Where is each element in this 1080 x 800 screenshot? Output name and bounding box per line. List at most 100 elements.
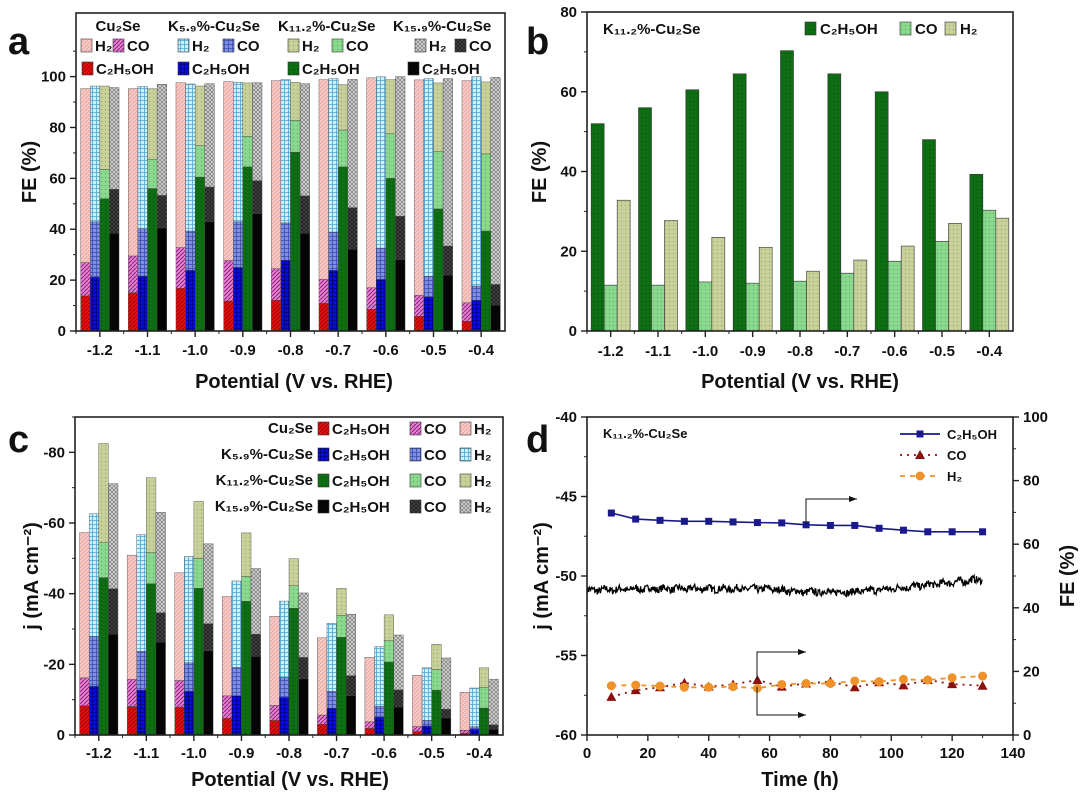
bar-cu-h2 (461, 80, 472, 303)
bar-c2h5oh (638, 107, 652, 332)
bar-k59-h2 (137, 86, 148, 229)
bar-k59-co (136, 650, 147, 691)
bar-h2 (758, 246, 773, 332)
marker-square (680, 517, 688, 525)
y-axis-title: j (mA cm⁻²) (21, 522, 43, 631)
marker-square (875, 524, 883, 532)
bar-cu-h2 (174, 572, 185, 681)
bar-k159-co (393, 689, 404, 708)
bar-k59-h2 (326, 623, 337, 692)
bar-cu-h2 (175, 82, 186, 248)
bar-k59-co (423, 276, 434, 298)
legend-swatch-h2 (80, 38, 93, 53)
x-tick-label: -0.7 (325, 342, 351, 359)
marker-square (632, 515, 640, 523)
x-tick-label: 100 (879, 745, 904, 762)
x-tick-label: 80 (822, 745, 839, 762)
bar-k59-c2h5oh (374, 716, 385, 736)
legend-label: CO (915, 21, 938, 38)
bar-k159-c2h5oh (393, 706, 404, 736)
bar-k59-c2h5oh (326, 707, 337, 736)
legend-label-c2h5oh: C₂H₅OH (302, 61, 360, 78)
bar-k59-c2h5oh (279, 697, 290, 736)
bar-k159-co (395, 216, 406, 260)
x-axis-title: Potential (V vs. RHE) (701, 371, 899, 393)
bar-cu-co (126, 679, 137, 707)
bar-k159-co (488, 724, 499, 730)
marker-triangle (606, 691, 617, 701)
bar-k112-co (146, 552, 157, 584)
panel-title: K₁₁.₂%-Cu₂Se (603, 426, 687, 441)
x-tick-label: -0.7 (324, 745, 350, 762)
marker-square (924, 528, 932, 536)
bar-k59-c2h5oh (231, 695, 242, 736)
bar-k159-h2 (156, 84, 167, 196)
bar-k159-h2 (108, 483, 119, 589)
legend-label-c2h5oh: C₂H₅OH (192, 61, 250, 78)
y-tick-label: 20 (49, 272, 66, 289)
bar-k59-co (469, 726, 480, 730)
marker-square (607, 509, 615, 517)
bar-k112-co (336, 615, 347, 638)
bar-k112-co (385, 133, 396, 179)
y-tick-label: 60 (1023, 536, 1040, 553)
bar-k159-co (204, 186, 215, 223)
bar-cu-co (80, 262, 91, 297)
bar-cu-h2 (414, 79, 425, 296)
bar-k112-co (98, 542, 109, 578)
bar-k159-h2 (347, 79, 358, 208)
marker-square (802, 521, 810, 529)
legend-swatch (899, 21, 912, 36)
marker-square (826, 521, 834, 529)
bar-k59-co (374, 705, 385, 718)
bar-k159-c2h5oh (441, 717, 452, 736)
legend-catalyst: K₁₅.₉%-Cu₂Se (215, 498, 313, 515)
bar-k112-h2 (290, 81, 301, 121)
bar-cu-h2 (222, 596, 233, 697)
bar-h2 (853, 259, 868, 332)
legend-swatch-co (454, 38, 467, 53)
bar-k159-h2 (442, 78, 453, 247)
bar-co (603, 284, 618, 332)
legend-label-c2h5oh: C₂H₅OH (332, 473, 390, 490)
bar-cu-c2h5oh (318, 303, 329, 332)
legend-label-co: CO (424, 421, 447, 438)
bar-co (793, 280, 807, 332)
bar-k159-h2 (250, 568, 261, 635)
bar-cu-h2 (459, 692, 470, 731)
marker-circle (874, 677, 884, 687)
bar-k59-c2h5oh (233, 267, 244, 332)
bar-k112-h2 (433, 82, 444, 152)
legend-label-c2h5oh: C₂H₅OH (422, 61, 480, 78)
bar-k112-h2 (242, 82, 253, 137)
x-tick-label: -1.1 (133, 745, 159, 762)
bar-c2h5oh (874, 91, 889, 332)
x-tick-label: -1.0 (182, 342, 208, 359)
bar-k112-c2h5oh (194, 176, 205, 332)
bar-k159-co (155, 612, 166, 643)
legend-swatch-co (331, 38, 344, 53)
bar-k112-co (99, 169, 110, 199)
legend-catalyst: Cu₂Se (268, 420, 313, 437)
y-tick-label: 20 (560, 243, 577, 260)
bar-k59-h2 (469, 687, 480, 727)
legend-swatch-co (409, 421, 422, 436)
bar-cu-c2h5oh (269, 720, 280, 736)
x-tick-label: -0.5 (419, 745, 445, 762)
legend-catalyst: K₅.₉%-Cu₂Se (221, 446, 313, 463)
bar-k112-c2h5oh (480, 230, 491, 332)
bar-k159-h2 (488, 678, 499, 725)
legend-swatch-h2 (459, 447, 472, 462)
marker-square (778, 519, 786, 527)
bar-k159-co (298, 657, 309, 680)
bar-k112-co (241, 576, 252, 602)
bar-k59-c2h5oh (136, 689, 147, 736)
bar-cu-co (366, 287, 377, 310)
bar-k59-c2h5oh (88, 686, 99, 736)
y-tick-label: 80 (1023, 473, 1040, 490)
bar-k112-c2h5oh (383, 661, 394, 736)
bar-k112-co (479, 687, 490, 709)
bar-k159-h2 (345, 613, 356, 676)
y-axis-title: FE (%) (19, 141, 41, 203)
bar-cu-co (461, 302, 472, 322)
